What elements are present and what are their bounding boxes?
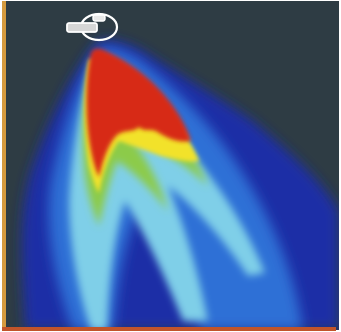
frame-edge-left [2, 1, 6, 330]
plume-red-core [86, 48, 191, 178]
heatmap-svg [3, 1, 339, 330]
frame-edge-bottom [2, 327, 336, 331]
heatmap-image [3, 1, 339, 330]
probe-icon [66, 12, 119, 42]
